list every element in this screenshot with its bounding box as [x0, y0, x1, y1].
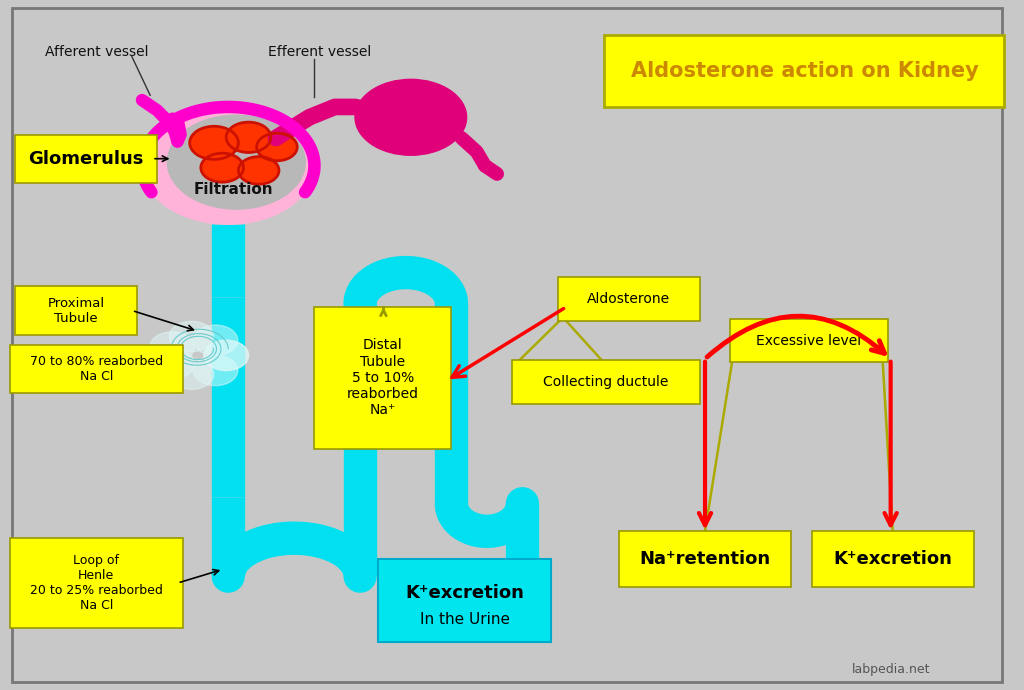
Circle shape	[150, 332, 195, 362]
FancyArrowPatch shape	[708, 316, 885, 357]
FancyBboxPatch shape	[10, 538, 182, 628]
Text: Excessive level: Excessive level	[757, 333, 861, 348]
Circle shape	[169, 359, 214, 389]
Circle shape	[352, 342, 396, 373]
Text: Glomerulus: Glomerulus	[29, 150, 144, 168]
FancyBboxPatch shape	[314, 307, 452, 448]
Circle shape	[239, 157, 279, 184]
FancyBboxPatch shape	[379, 559, 551, 642]
Circle shape	[386, 361, 431, 391]
FancyBboxPatch shape	[512, 360, 700, 404]
Text: Collecting ductule: Collecting ductule	[544, 375, 669, 389]
Text: Na⁺retention: Na⁺retention	[639, 550, 771, 568]
Text: K⁺excretion: K⁺excretion	[834, 550, 952, 568]
Text: K⁺excretion: K⁺excretion	[406, 584, 524, 602]
Circle shape	[142, 107, 314, 224]
Circle shape	[194, 325, 238, 355]
Circle shape	[204, 340, 249, 371]
Circle shape	[167, 115, 305, 209]
FancyBboxPatch shape	[10, 345, 182, 393]
Circle shape	[169, 322, 214, 352]
FancyBboxPatch shape	[15, 286, 137, 335]
Text: Filtration: Filtration	[194, 182, 273, 197]
Circle shape	[355, 79, 467, 155]
Circle shape	[226, 122, 270, 152]
Circle shape	[257, 133, 297, 161]
Circle shape	[201, 153, 244, 182]
Circle shape	[376, 376, 421, 406]
FancyBboxPatch shape	[812, 531, 974, 586]
Circle shape	[204, 340, 249, 371]
Text: Aldosterone action on Kidney: Aldosterone action on Kidney	[631, 61, 978, 81]
Circle shape	[194, 355, 238, 386]
Text: Distal
Tubule
5 to 10%
reaborbed
Na⁺: Distal Tubule 5 to 10% reaborbed Na⁺	[347, 338, 419, 417]
Text: Loop of
Henle
20 to 25% reaborbed
Na Cl: Loop of Henle 20 to 25% reaborbed Na Cl	[30, 554, 163, 612]
FancyBboxPatch shape	[730, 319, 888, 362]
Text: Aldosterone: Aldosterone	[588, 292, 671, 306]
Circle shape	[376, 346, 421, 376]
Text: Proximal
Tubule: Proximal Tubule	[47, 297, 104, 324]
Circle shape	[189, 126, 239, 159]
Text: In the Urine: In the Urine	[420, 612, 510, 627]
FancyBboxPatch shape	[15, 135, 158, 183]
Circle shape	[352, 380, 396, 410]
Circle shape	[333, 353, 377, 383]
FancyBboxPatch shape	[603, 34, 1005, 107]
Circle shape	[386, 361, 431, 391]
Circle shape	[150, 348, 195, 379]
FancyBboxPatch shape	[618, 531, 792, 586]
Text: Efferent vessel: Efferent vessel	[268, 45, 371, 59]
Text: 70 to 80% reaborbed
Na Cl: 70 to 80% reaborbed Na Cl	[30, 355, 163, 383]
FancyBboxPatch shape	[558, 277, 700, 321]
Circle shape	[333, 369, 377, 400]
Text: labpedia.net: labpedia.net	[851, 663, 930, 676]
Text: Afferent vessel: Afferent vessel	[45, 45, 148, 59]
